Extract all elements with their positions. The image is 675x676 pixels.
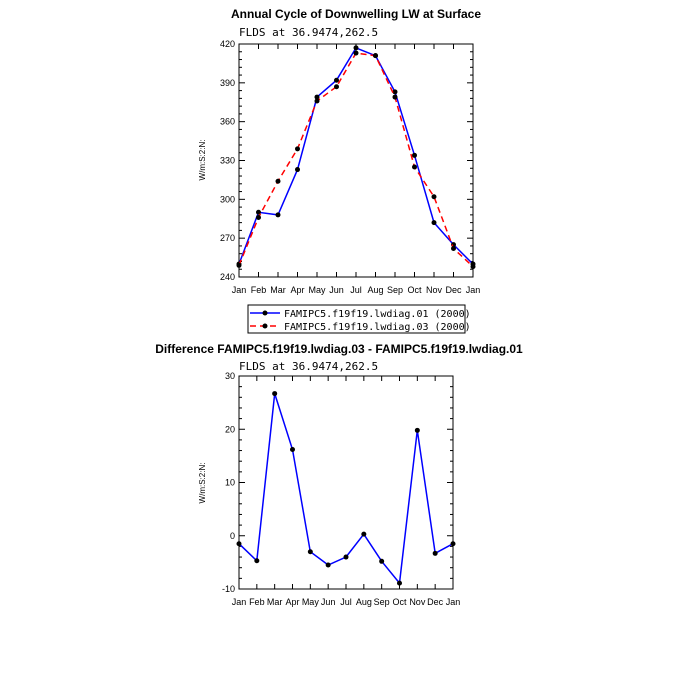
chart1-subtitle: FLDS at 36.9474,262.5 — [239, 26, 378, 39]
chart1-series-2-point — [334, 84, 339, 90]
chart2-x-tick-label: Nov — [409, 597, 426, 607]
chart2-x-tick-label: Jun — [321, 597, 336, 607]
chart1-series-2-line — [238, 52, 474, 268]
chart2-x-tick-label: Mar — [267, 597, 283, 607]
chart1-series-2-point — [451, 246, 456, 252]
chart1-x-tick-label: Jun — [329, 285, 344, 295]
chart1-series-1-point — [353, 45, 359, 51]
chart1-y-tick-label: 360 — [220, 117, 235, 127]
chart1-y-tick-label: 240 — [220, 272, 235, 282]
legend-box — [247, 304, 466, 334]
chart1-series-1-point — [295, 167, 300, 173]
chart1-series-1-point — [334, 77, 339, 83]
chart2-title: Difference FAMIPC5.f19f19.lwdiag.03 - FA… — [155, 342, 523, 356]
chart1-series-2-point — [431, 194, 437, 200]
chart2-subtitle: FLDS at 36.9474,262.5 — [239, 360, 378, 373]
chart1-series-2-point — [353, 50, 359, 56]
chart1-x-tick-label: Oct — [407, 285, 422, 295]
chart2-series-1-point — [325, 562, 331, 568]
chart1-series-2-point — [412, 164, 417, 170]
chart1-series-1-line — [238, 46, 474, 265]
chart2-y-tick-label: 0 — [230, 531, 235, 541]
chart1-series-2-point — [256, 214, 261, 220]
chart1-series-1-point — [412, 152, 417, 158]
chart1-y-tick-label: 270 — [220, 233, 235, 243]
chart1-x-tick-label: Feb — [251, 285, 267, 295]
chart2-series-1-point — [397, 580, 402, 586]
chart2-x-tick-label: Jan — [446, 597, 461, 607]
chart1-series-2-point — [236, 262, 242, 268]
chart1-y-tick-label: 390 — [220, 78, 235, 88]
chart2-series-1-point — [307, 549, 313, 555]
chart1-x-tick-label: Dec — [445, 285, 462, 295]
chart2-series-1-point — [343, 554, 349, 560]
chart1-series-2-point — [373, 53, 378, 59]
chart2-series-1-point — [379, 558, 385, 564]
chart1-series-1-point — [392, 89, 398, 95]
legend-label-series-1: FAMIPC5.f19f19.lwdiag.01 (2000) — [284, 309, 471, 320]
chart1-series-2-point — [314, 98, 320, 104]
chart1-title: Annual Cycle of Downwelling LW at Surfac… — [231, 7, 481, 21]
chart2-x-tick-label: Jul — [340, 597, 352, 607]
chart1-series-2-point — [470, 264, 476, 270]
chart2-x-tick-label: Sep — [374, 597, 390, 607]
legend-marker-series-2 — [262, 323, 268, 329]
chart2-series-1-point — [236, 541, 242, 547]
chart2-y-tick-label: -10 — [222, 584, 235, 594]
chart1-x-tick-label: Aug — [367, 285, 383, 295]
chart1-series-2-point — [392, 94, 398, 100]
chart1-x-tick-label: Jul — [350, 285, 362, 295]
chart2-series-1-point — [432, 550, 438, 556]
chart1-series-1-point — [314, 94, 320, 100]
chart-marks: Jan Feb Mar Apr May Jun Jul Aug Sep Oct Nov Dec Jan2… — [220, 39, 480, 607]
legend-label-series-2: FAMIPC5.f19f19.lwdiag.03 (2000) — [284, 322, 471, 333]
legend: FAMIPC5.f19f19.lwdiag.01 (2000) FAMIPC5.… — [247, 304, 471, 334]
chart2-y-tick-label: 20 — [225, 424, 235, 434]
chart1-x-tick-label: Jan — [232, 285, 247, 295]
chart2-series-1-point — [254, 558, 260, 564]
chart2-y-tick-label: 30 — [225, 371, 235, 381]
chart1-x-tick-label: May — [308, 285, 326, 295]
chart2-series-1-point — [290, 446, 295, 452]
chart1-x-tick-label: Apr — [290, 285, 304, 295]
chart2-x-tick-label: Apr — [285, 597, 299, 607]
chart1-x-tick-label: Jan — [466, 285, 481, 295]
chart2-x-tick-label: May — [302, 597, 320, 607]
chart2-x-tick-label: Feb — [249, 597, 265, 607]
chart1-x-tick-label: Mar — [270, 285, 286, 295]
chart1-y-tick-label: 300 — [220, 194, 235, 204]
chart2-x-tick-label: Dec — [427, 597, 444, 607]
chart2-series-1-point — [272, 391, 278, 397]
chart1-plot-frame — [238, 43, 474, 278]
legend-marker-series-1 — [262, 310, 268, 316]
chart2-series-1-point — [361, 531, 367, 537]
chart1-series-2-point — [275, 178, 281, 184]
chart1-series-1-point — [256, 209, 261, 215]
chart1-series-1-point — [275, 212, 281, 218]
chart2-x-tick-label: Jan — [232, 597, 247, 607]
chart1-series-2-point — [295, 146, 300, 152]
chart2-y-tick-label: 10 — [225, 478, 235, 488]
chart1-y-axis-label: W/m:S:2:N: — [198, 140, 207, 181]
chart1-x-tick-label: Sep — [387, 285, 403, 295]
chart2-x-tick-label: Oct — [392, 597, 407, 607]
chart2-series-1-point — [450, 541, 456, 547]
chart1-series-1-point — [431, 220, 437, 226]
chart2-x-tick-label: Aug — [356, 597, 372, 607]
chart2-series-1-point — [414, 427, 420, 433]
chart1-x-tick-label: Nov — [426, 285, 443, 295]
chart2-y-axis-label: W/m:S:2:N: — [198, 463, 207, 504]
chart1-y-tick-label: 330 — [220, 156, 235, 166]
chart1-y-tick-label: 420 — [220, 39, 235, 49]
